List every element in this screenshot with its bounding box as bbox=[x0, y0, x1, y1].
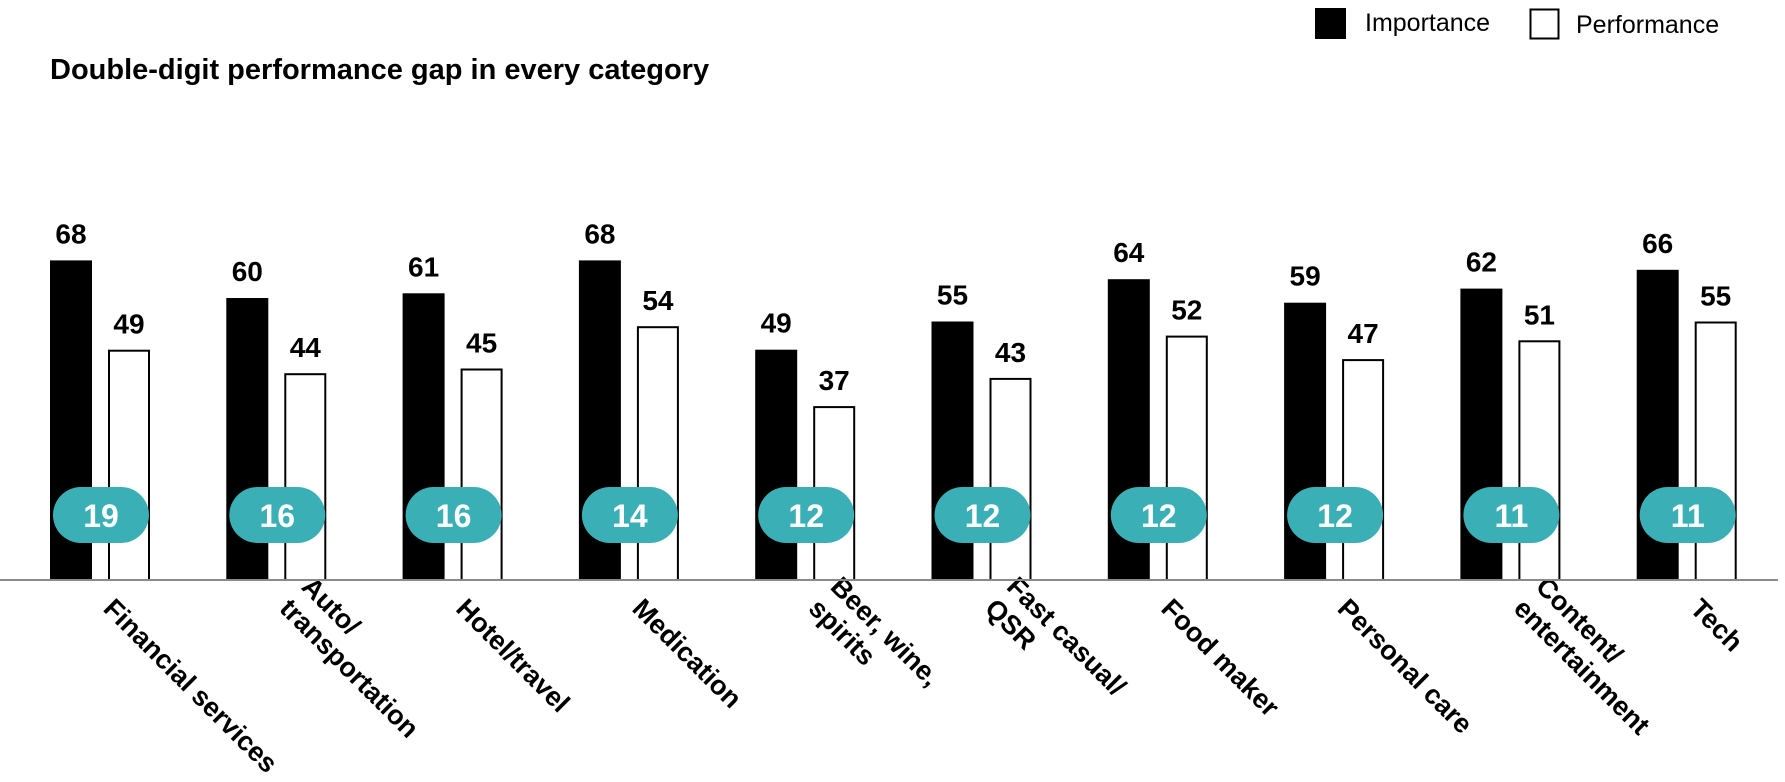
category-label: Hotel/travel bbox=[450, 593, 575, 718]
bar-importance bbox=[755, 349, 798, 580]
value-label-importance: 68 bbox=[55, 218, 86, 249]
gap-badge-value: 12 bbox=[965, 498, 1001, 534]
value-label-performance: 44 bbox=[290, 332, 322, 363]
bar-group: 59 47 12 Personal care bbox=[1284, 261, 1478, 739]
gap-badge-value: 12 bbox=[1317, 498, 1353, 534]
value-label-importance: 61 bbox=[408, 251, 439, 282]
value-label-performance: 52 bbox=[1171, 295, 1202, 326]
category-label: Medication bbox=[627, 593, 748, 714]
value-label-performance: 37 bbox=[819, 365, 850, 396]
value-label-performance: 47 bbox=[1348, 318, 1379, 349]
category-label-line: Hotel/travel bbox=[450, 593, 575, 718]
category-label: Content/entertainment bbox=[1508, 571, 1677, 740]
value-label-performance: 43 bbox=[995, 337, 1026, 368]
gap-badge bbox=[1463, 487, 1560, 543]
bar-group: 49 37 12 Beer, wine,spirits bbox=[755, 308, 946, 714]
gap-badge-value: 11 bbox=[1671, 498, 1705, 534]
gap-badge-value: 14 bbox=[612, 498, 648, 534]
gap-badge bbox=[229, 487, 326, 543]
gap-badge-value: 16 bbox=[436, 498, 472, 534]
bar-group: 68 54 14 Medication bbox=[578, 218, 748, 714]
gap-badge bbox=[581, 487, 678, 543]
gap-badge bbox=[758, 487, 855, 543]
gap-badge-value: 19 bbox=[83, 498, 119, 534]
value-label-importance: 68 bbox=[584, 218, 615, 249]
bar-performance bbox=[1165, 335, 1208, 581]
bar-group: 66 55 11 Tech bbox=[1636, 228, 1749, 657]
gap-badge-value: 12 bbox=[1141, 498, 1177, 534]
category-label-line: Food maker bbox=[1156, 593, 1286, 723]
legend: Importance Performance bbox=[1315, 8, 1719, 40]
gap-badge bbox=[53, 487, 149, 543]
category-label-line: Financial services bbox=[98, 593, 284, 779]
legend-label-performance: Performance bbox=[1576, 11, 1719, 39]
category-label: Food maker bbox=[1156, 593, 1286, 723]
bar-group: 64 52 12 Food maker bbox=[1107, 237, 1286, 723]
value-label-importance: 62 bbox=[1466, 247, 1497, 278]
gap-badge bbox=[934, 487, 1031, 543]
gap-badge-value: 12 bbox=[788, 498, 824, 534]
gap-badge bbox=[1639, 487, 1736, 543]
value-label-performance: 54 bbox=[642, 285, 674, 316]
gap-badge bbox=[405, 487, 502, 543]
value-label-performance: 55 bbox=[1700, 281, 1731, 312]
value-label-importance: 49 bbox=[761, 308, 792, 339]
chart-title: Double-digit performance gap in every ca… bbox=[50, 54, 709, 86]
gap-badge-value: 16 bbox=[260, 498, 296, 534]
bar-performance bbox=[284, 373, 327, 582]
plot-area: 68 49 19 Financial services 60 44 16 Auto/trans… bbox=[50, 218, 1749, 779]
value-label-importance: 59 bbox=[1290, 261, 1321, 292]
bar-performance bbox=[108, 349, 150, 582]
value-label-performance: 45 bbox=[466, 328, 497, 359]
value-label-importance: 60 bbox=[232, 256, 263, 287]
value-label-performance: 51 bbox=[1524, 299, 1555, 330]
gap-badge bbox=[1110, 487, 1207, 543]
legend-label-importance: Importance bbox=[1365, 9, 1490, 37]
legend-swatch-performance bbox=[1529, 8, 1560, 40]
legend-swatch-importance bbox=[1315, 8, 1346, 39]
category-label: Beer, wine,spirits bbox=[803, 571, 946, 714]
bar-performance bbox=[1342, 359, 1385, 581]
category-label-line: Tech bbox=[1684, 593, 1748, 657]
gap-badge bbox=[1287, 487, 1384, 543]
value-label-importance: 64 bbox=[1113, 237, 1145, 268]
gap-badge-value: 11 bbox=[1494, 498, 1528, 534]
category-label-line: Personal care bbox=[1332, 593, 1478, 739]
category-label: Personal care bbox=[1332, 593, 1478, 739]
category-label: Auto/transportation bbox=[274, 571, 447, 744]
value-label-importance: 55 bbox=[937, 280, 968, 311]
value-label-importance: 66 bbox=[1642, 228, 1673, 259]
bar-performance bbox=[1518, 340, 1561, 581]
bar-group: 61 45 16 Hotel/travel bbox=[402, 251, 576, 718]
category-label: Tech bbox=[1684, 593, 1748, 657]
bar-performance bbox=[989, 377, 1032, 581]
value-label-performance: 49 bbox=[113, 309, 144, 340]
category-label-line: Medication bbox=[627, 593, 748, 714]
bar-group: 55 43 12 Fast casual/QSR bbox=[931, 280, 1132, 724]
bar-performance bbox=[460, 368, 503, 581]
category-label: Fast casual/QSR bbox=[979, 571, 1132, 724]
category-label: Financial services bbox=[98, 593, 284, 779]
